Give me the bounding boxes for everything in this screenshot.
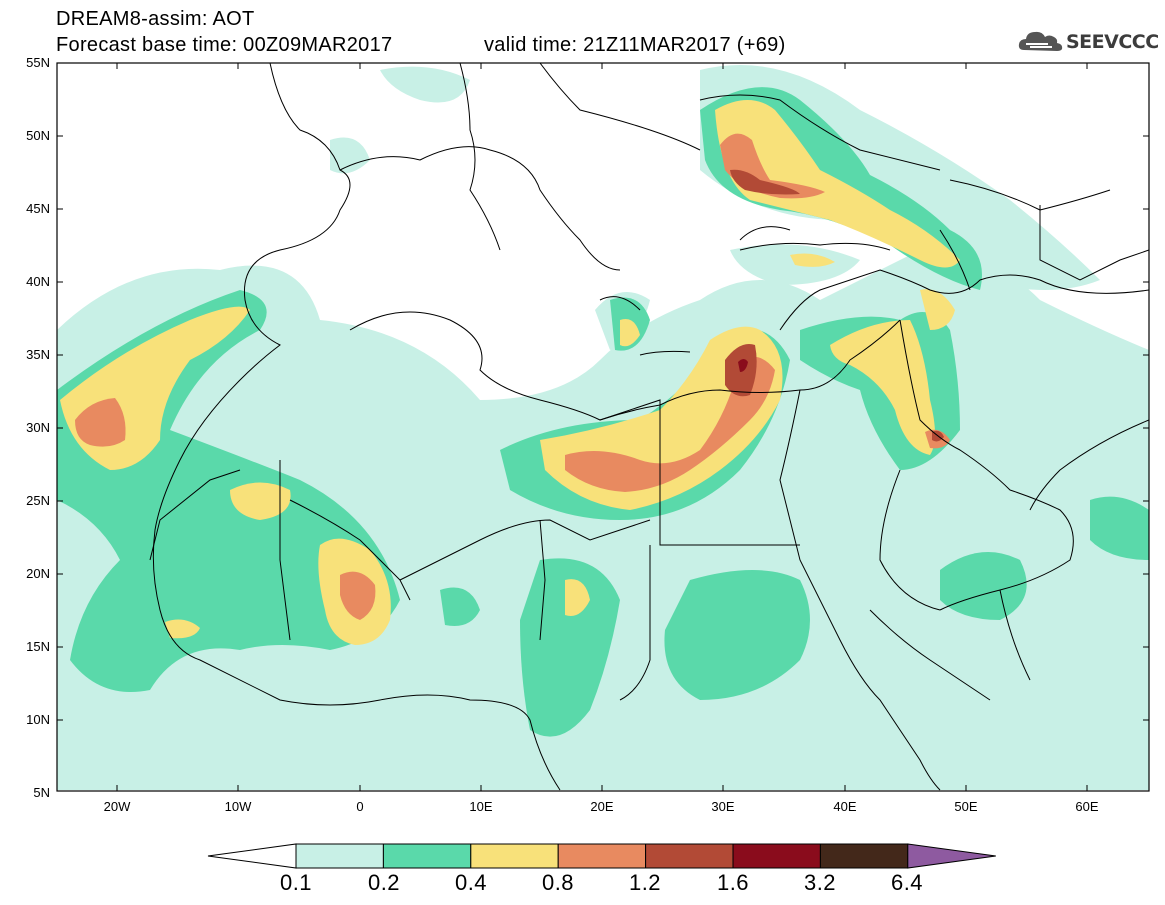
coastlines: [149, 63, 1149, 791]
colorbar-label: 0.4: [454, 870, 488, 895]
colorbar-label: 0.2: [367, 870, 401, 895]
colorbar-label: 0.8: [541, 870, 575, 895]
map-frame: [56, 62, 1150, 792]
colorbar-segment: [470, 843, 559, 869]
lat-label: 50N: [26, 128, 50, 143]
lon-label: 20W: [103, 799, 131, 814]
lon-label: 40E: [833, 799, 857, 814]
lon-label: 10W: [224, 799, 252, 814]
aot-level-1.6: [738, 359, 748, 372]
map-title: DREAM8-assim: AOT: [56, 8, 255, 30]
forecast-base-time: Forecast base time: 00Z09MAR2017: [56, 34, 393, 56]
lon-label: 50E: [954, 799, 978, 814]
colorbar-label: 6.4: [890, 870, 924, 895]
lon-label: 60E: [1075, 799, 1099, 814]
lat-label: 40N: [26, 274, 50, 289]
colorbar-segment: [819, 843, 909, 869]
lat-label: 30N: [26, 420, 50, 435]
lat-label: 5N: [33, 785, 50, 800]
lon-label: 10E: [469, 799, 493, 814]
colorbar-over-triangle: [907, 843, 996, 869]
lat-label: 35N: [26, 347, 50, 362]
seevccc-logo: SEEVCCC: [1018, 28, 1159, 54]
colorbar-segment: [295, 843, 384, 869]
colorbar-segment: [557, 843, 647, 869]
lon-label: 0: [356, 799, 364, 814]
lat-label: 25N: [26, 493, 50, 508]
cloud-icon: [1018, 31, 1063, 51]
colorbar-segment: [732, 843, 821, 869]
aot-fields: [57, 65, 1149, 790]
lon-label: 20E: [590, 799, 614, 814]
valid-time: valid time: 21Z11MAR2017 (+69): [484, 34, 786, 56]
colorbar-label: 1.2: [628, 870, 662, 895]
colorbar-label: 3.2: [803, 870, 837, 895]
logo-text: SEEVCCC: [1066, 31, 1159, 53]
lat-label: 20N: [26, 566, 50, 581]
lat-label: 55N: [26, 55, 50, 70]
lon-label: 30E: [711, 799, 735, 814]
colorbar-segment: [382, 843, 472, 869]
colorbar-under-triangle: [207, 843, 297, 869]
lat-label: 15N: [26, 639, 50, 654]
colorbar-label: 0.1: [279, 870, 313, 895]
lat-label: 10N: [26, 712, 50, 727]
lat-label: 45N: [26, 201, 50, 216]
axis-ticks: [57, 62, 1149, 791]
colorbar-label: 1.6: [716, 870, 750, 895]
colorbar-segment: [645, 843, 734, 869]
